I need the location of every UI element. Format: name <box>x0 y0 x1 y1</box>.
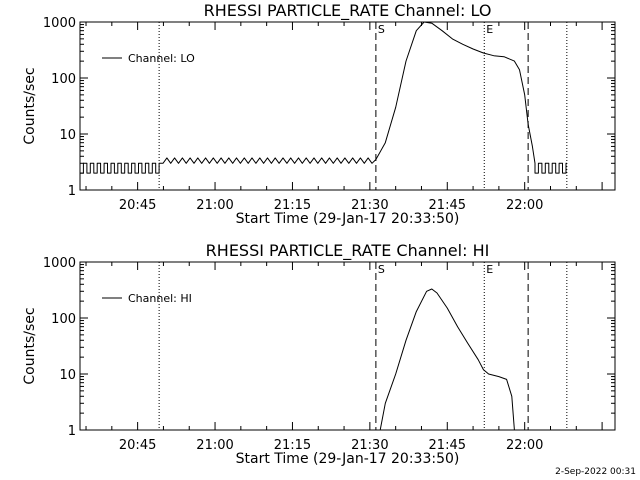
series-line <box>80 21 567 174</box>
chart-title: RHESSI PARTICLE_RATE Channel: LO <box>204 1 492 21</box>
chart-title: RHESSI PARTICLE_RATE Channel: HI <box>206 241 490 261</box>
x-tick-label: 21:15 <box>274 198 311 213</box>
y-tick-label: 1000 <box>43 256 76 271</box>
y-tick-label: 1000 <box>43 16 76 31</box>
y-axis-label: Counts/sec <box>22 67 38 144</box>
x-axis-label: Start Time (29-Jan-17 20:33:50) <box>236 451 460 467</box>
legend: Channel: LO <box>102 52 195 65</box>
y-tick-label: 100 <box>51 312 76 327</box>
y-tick-label: 100 <box>51 72 76 87</box>
x-tick-label: 22:00 <box>506 438 543 453</box>
legend-label: Channel: HI <box>128 292 192 305</box>
x-tick-label: 22:00 <box>506 198 543 213</box>
legend: Channel: HI <box>102 292 192 305</box>
x-tick-label: 20:45 <box>119 438 156 453</box>
legend-label: Channel: LO <box>128 52 195 65</box>
x-axis-label: Start Time (29-Jan-17 20:33:50) <box>236 211 460 227</box>
y-tick-label: 1 <box>68 184 76 199</box>
marker-label: S <box>378 23 385 36</box>
marker-label: E <box>486 263 493 276</box>
hi-channel-panel: RHESSI PARTICLE_RATE Channel: HI Counts/s… <box>22 241 616 467</box>
y-tick-label: 10 <box>59 368 76 383</box>
marker-label: S <box>378 263 385 276</box>
footer-timestamp: 2-Sep-2022 00:31 <box>555 467 636 477</box>
y-tick-label: 10 <box>59 128 76 143</box>
x-tick-label: 21:30 <box>351 198 388 213</box>
y-axis-label: Counts/sec <box>22 307 38 384</box>
x-tick-label: 21:15 <box>274 438 311 453</box>
y-tick-label: 1 <box>68 424 76 439</box>
x-tick-label: 21:00 <box>196 438 233 453</box>
x-tick-label: 21:45 <box>429 438 466 453</box>
x-tick-label: 21:00 <box>196 198 233 213</box>
lo-channel-panel: RHESSI PARTICLE_RATE Channel: LO Counts/s… <box>22 1 616 227</box>
series-line <box>379 288 515 431</box>
x-tick-label: 21:45 <box>429 198 466 213</box>
x-tick-label: 21:30 <box>351 438 388 453</box>
marker-label: E <box>486 23 493 36</box>
plot-frame <box>79 261 616 431</box>
x-tick-label: 20:45 <box>119 198 156 213</box>
